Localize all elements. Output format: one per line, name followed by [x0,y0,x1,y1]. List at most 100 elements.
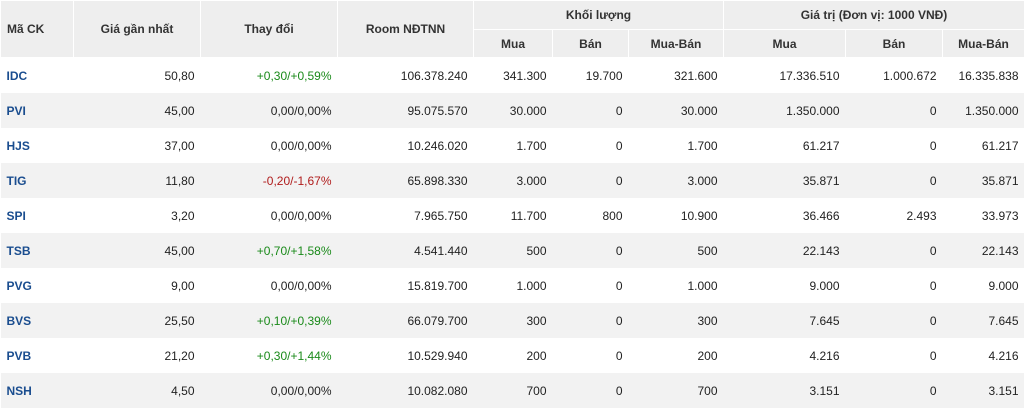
foreign-room: 10.082.080 [337,373,474,408]
stock-symbol[interactable]: IDC [0,57,74,93]
header-volume-buy[interactable]: Mua [473,29,553,58]
value-buy: 9.000 [723,268,846,303]
value-sell: 0 [845,163,943,198]
last-price: 21,20 [73,338,201,373]
volume-net: 1.700 [628,128,724,163]
header-volume-net[interactable]: Mua-Bán [627,29,725,58]
foreign-room: 10.246.020 [337,128,474,163]
value-sell: 0 [845,93,943,128]
volume-net: 10.900 [628,198,724,233]
stock-symbol[interactable]: PVB [0,338,74,373]
volume-net: 3.000 [628,163,724,198]
stock-symbol[interactable]: TIG [0,163,74,198]
volume-net: 321.600 [628,57,724,93]
stock-symbol[interactable]: TSB [0,233,74,268]
price-change: 0,00/0,00% [200,128,338,163]
foreign-room: 65.898.330 [337,163,474,198]
price-change: +0,30/+1,44% [200,338,338,373]
volume-buy: 700 [473,373,553,408]
table-row: TIG 11,80 -0,20/-1,67% 65.898.330 3.000 0 3.00… [0,163,1024,198]
value-net: 61.217 [942,128,1024,163]
volume-buy: 500 [473,233,553,268]
volume-buy: 3.000 [473,163,553,198]
last-price: 25,50 [73,303,201,338]
last-price: 37,00 [73,128,201,163]
value-net: 16.335.838 [942,57,1024,93]
header-value-buy[interactable]: Mua [723,29,847,58]
last-price: 50,80 [73,57,201,93]
value-net: 22.143 [942,233,1024,268]
foreign-room: 66.079.700 [337,303,474,338]
volume-buy: 1.000 [473,268,553,303]
foreign-room: 4.541.440 [337,233,474,268]
table-row: IDC 50,80 +0,30/+0,59% 106.378.240 341.300 19… [0,57,1024,93]
last-price: 45,00 [73,233,201,268]
volume-buy: 300 [473,303,553,338]
volume-net: 30.000 [628,93,724,128]
price-change: 0,00/0,00% [200,268,338,303]
foreign-room: 7.965.750 [337,198,474,233]
value-sell: 2.493 [845,198,943,233]
last-price: 9,00 [73,268,201,303]
price-change: -0,20/-1,67% [200,163,338,198]
value-net: 4.216 [942,338,1024,373]
header-last-price[interactable]: Giá gần nhất [73,0,201,58]
last-price: 3,20 [73,198,201,233]
volume-sell: 800 [552,198,629,233]
value-buy: 17.336.510 [723,57,846,93]
volume-sell: 0 [552,338,629,373]
value-buy: 7.645 [723,303,846,338]
header-symbol[interactable]: Mã CK [0,0,74,58]
value-sell: 0 [845,268,943,303]
foreign-room: 10.529.940 [337,338,474,373]
header-volume-group: Khối lượng [472,0,725,30]
table-row: PVG 9,00 0,00/0,00% 15.819.700 1.000 0 1.000 9.… [0,268,1024,303]
value-sell: 0 [845,373,943,408]
volume-sell: 0 [552,163,629,198]
volume-sell: 0 [552,268,629,303]
table-row: SPI 3,20 0,00/0,00% 7.965.750 11.700 800 10.90… [0,198,1024,233]
value-net: 1.350.000 [942,93,1024,128]
value-buy: 36.466 [723,198,846,233]
volume-buy: 200 [473,338,553,373]
value-sell: 1.000.672 [845,57,943,93]
stock-symbol[interactable]: PVG [0,268,74,303]
volume-net: 300 [628,303,724,338]
value-sell: 0 [845,303,943,338]
table-row: TSB 45,00 +0,70/+1,58% 4.541.440 500 0 500 22.1… [0,233,1024,268]
foreign-room: 95.075.570 [337,93,474,128]
volume-net: 700 [628,373,724,408]
value-net: 7.645 [942,303,1024,338]
header-value-sell[interactable]: Bán [845,29,944,58]
volume-sell: 0 [552,93,629,128]
stock-symbol[interactable]: NSH [0,373,74,408]
last-price: 45,00 [73,93,201,128]
foreign-room: 106.378.240 [337,57,474,93]
last-price: 11,80 [73,163,201,198]
header-volume-sell[interactable]: Bán [552,29,629,58]
stock-symbol[interactable]: PVI [0,93,74,128]
value-net: 35.871 [942,163,1024,198]
volume-sell: 0 [552,128,629,163]
table-row: PVI 45,00 0,00/0,00% 95.075.570 30.000 0 30.00… [0,93,1024,128]
volume-buy: 30.000 [473,93,553,128]
value-sell: 0 [845,233,943,268]
volume-sell: 0 [552,373,629,408]
stock-symbol[interactable]: SPI [0,198,74,233]
price-change: +0,30/+0,59% [200,57,338,93]
value-net: 3.151 [942,373,1024,408]
price-change: +0,10/+0,39% [200,303,338,338]
foreign-room: 15.819.700 [337,268,474,303]
header-foreign-room[interactable]: Room NĐTNN [337,0,474,58]
value-buy: 22.143 [723,233,846,268]
price-change: +0,70/+1,58% [200,233,338,268]
header-value-net[interactable]: Mua-Bán [942,29,1024,58]
stock-symbol[interactable]: BVS [0,303,74,338]
header-change[interactable]: Thay đổi [200,0,338,58]
value-buy: 4.216 [723,338,846,373]
stock-symbol[interactable]: HJS [0,128,74,163]
header-value-group: Giá trị (Đơn vị: 1000 VNĐ) [723,0,1024,30]
table-row: HJS 37,00 0,00/0,00% 10.246.020 1.700 0 1.700 6… [0,128,1024,163]
value-sell: 0 [845,338,943,373]
